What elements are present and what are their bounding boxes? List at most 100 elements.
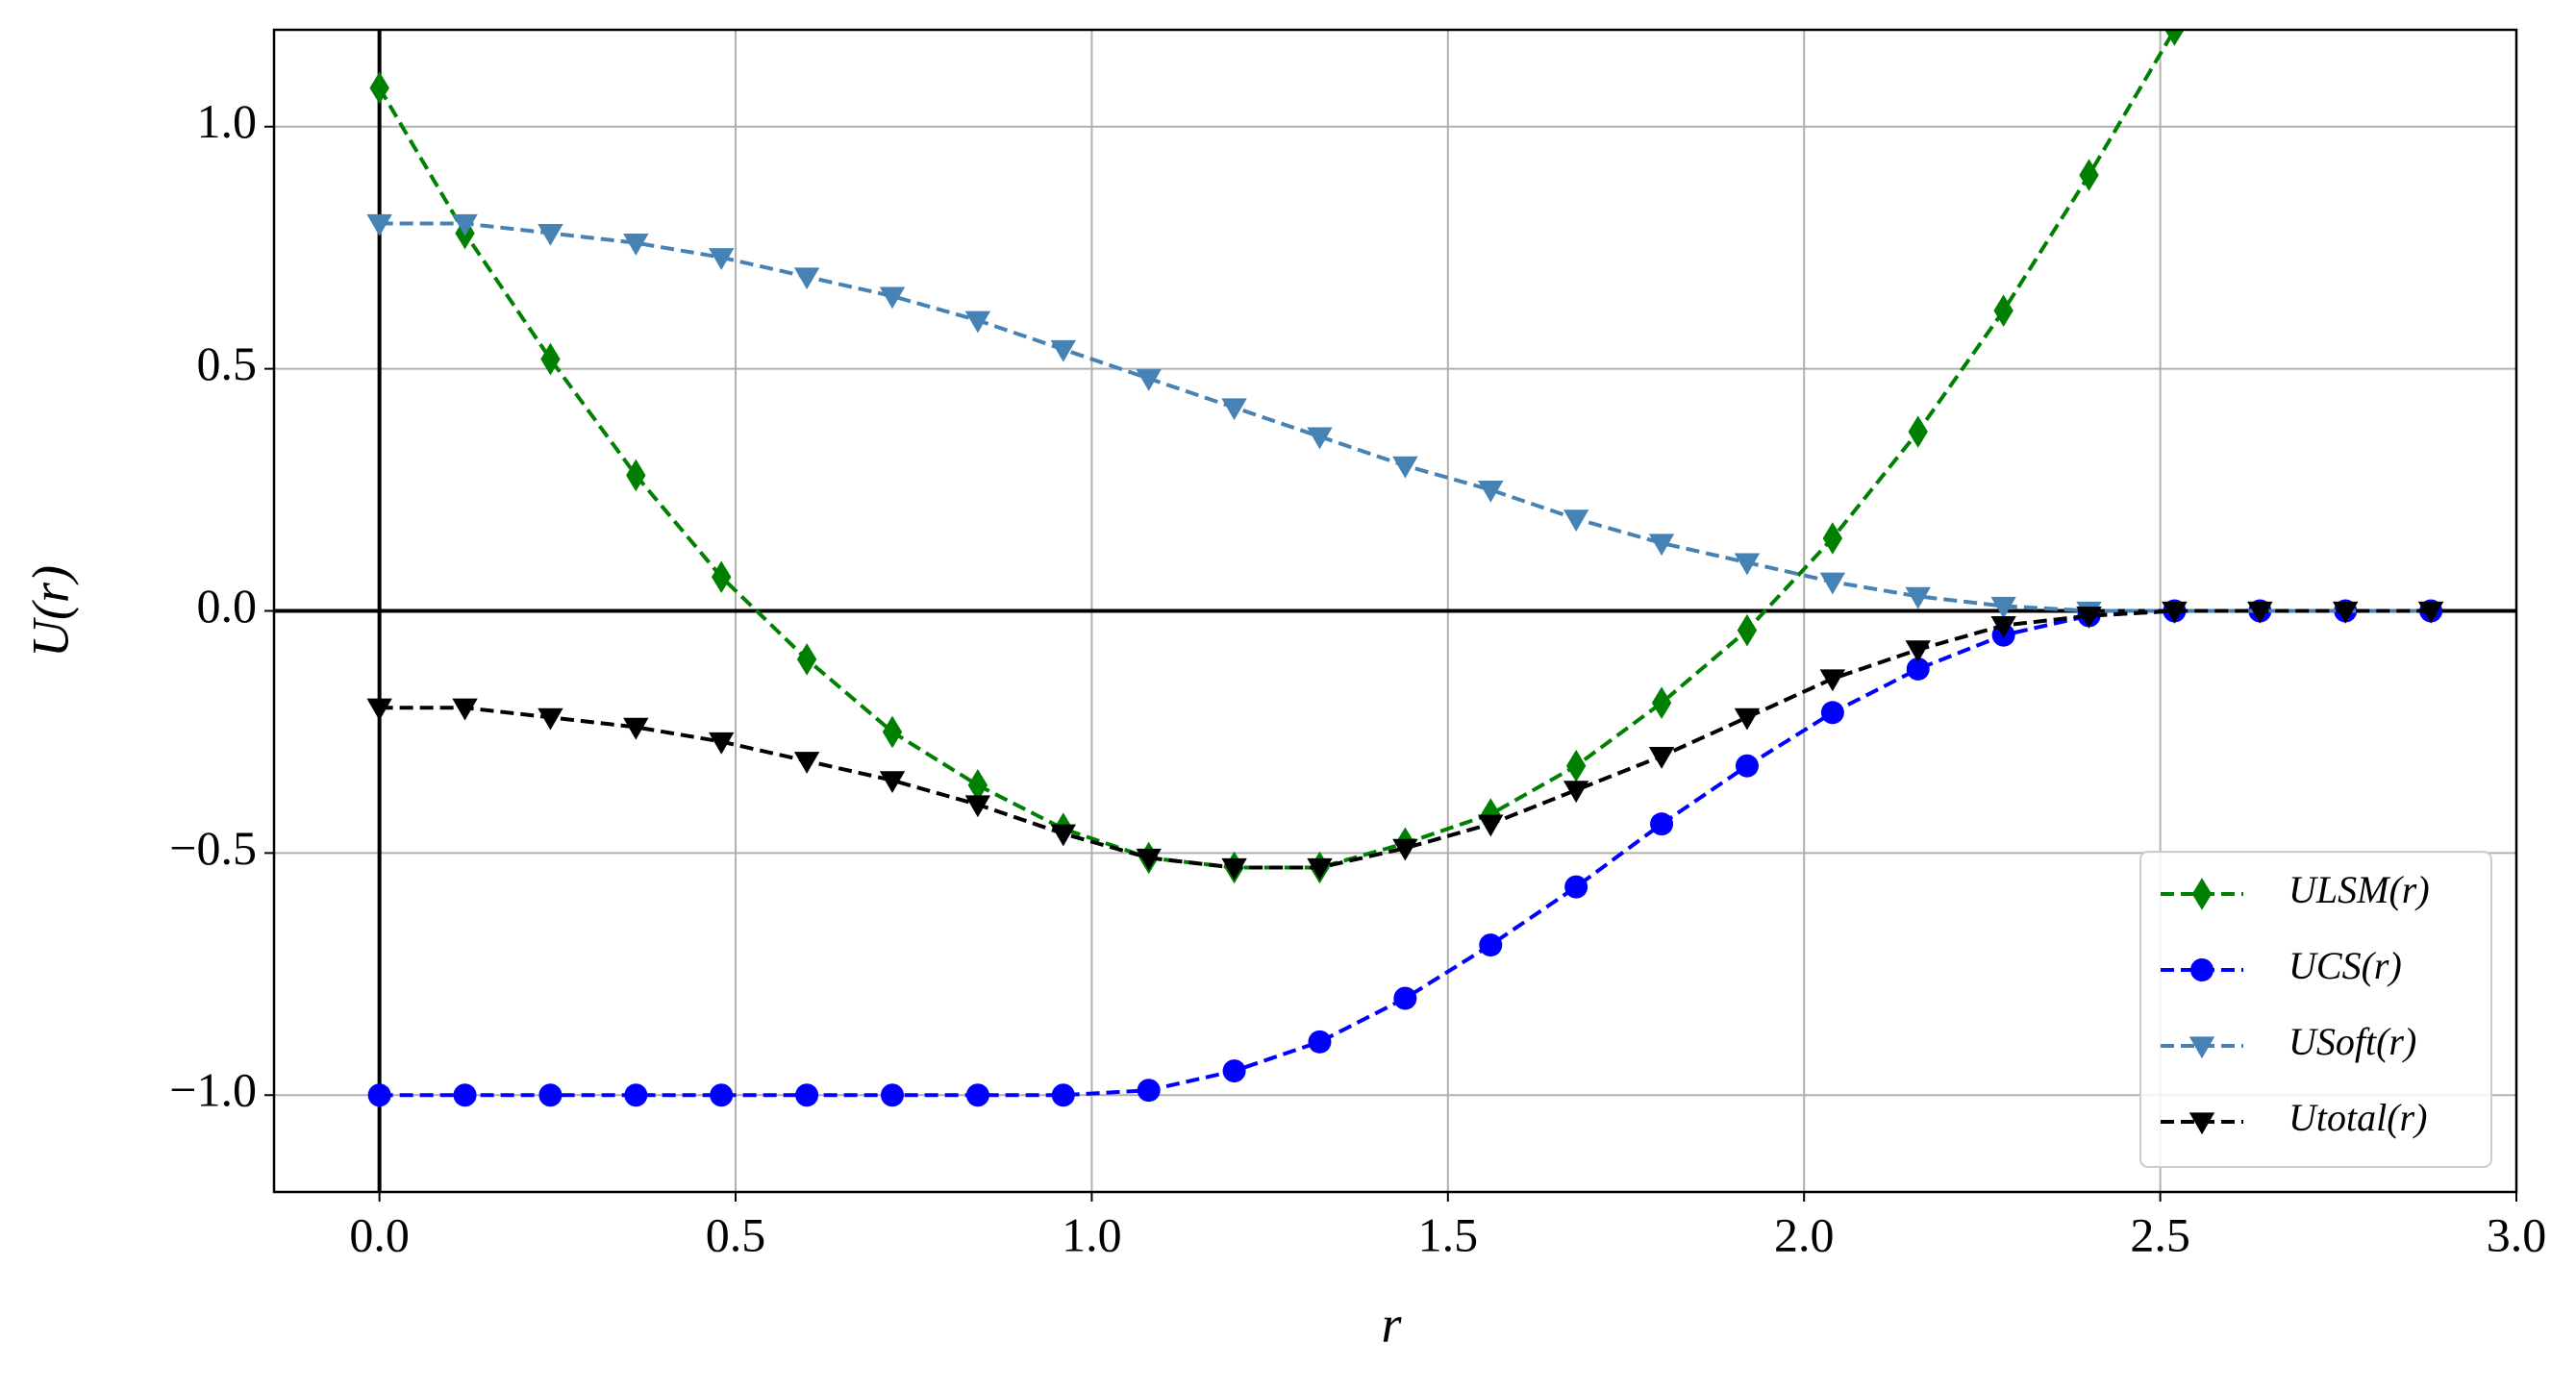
marker [2191,878,2213,910]
marker [1050,824,1076,847]
x-tick-label: 1.5 [1418,1207,1479,1261]
y-tick-label: 1.0 [197,94,258,148]
marker [796,643,817,676]
marker [1478,814,1504,837]
marker [1137,1079,1161,1103]
marker [538,1083,563,1107]
x-tick-label: 2.0 [1774,1207,1835,1261]
marker [793,267,820,290]
marker [2079,159,2099,191]
marker [795,1083,819,1107]
marker [1563,781,1589,804]
marker [1393,986,1417,1010]
marker [1822,522,1843,555]
x-axis-label: r [1381,1295,1402,1353]
marker [2333,601,2359,624]
marker [1908,415,1928,448]
marker [1648,534,1675,557]
marker [1307,857,1333,881]
marker [1222,1059,1246,1083]
marker [882,715,903,749]
marker [1221,857,1247,881]
marker [2417,601,2444,624]
marker [367,1083,391,1107]
y-tick-label: 0.0 [197,579,258,633]
marker [452,213,478,236]
marker [2188,1112,2215,1135]
marker [1651,686,1672,720]
marker [369,71,389,105]
y-axis-label: U(r) [21,565,79,658]
plot-area [366,30,2444,1107]
legend-label: ULSM(r) [2288,868,2430,911]
marker [1905,640,1931,662]
legend-label: USoft(r) [2288,1020,2416,1063]
marker [623,234,649,256]
marker [1650,812,1674,836]
marker [538,707,563,731]
marker [1737,613,1758,647]
marker [366,213,392,236]
marker [453,1083,477,1107]
marker [2076,606,2102,629]
marker [1993,294,2013,327]
legend-label: UCS(r) [2288,944,2402,987]
x-tick-label: 3.0 [2487,1207,2547,1261]
marker [879,286,906,310]
marker [1734,707,1761,731]
marker [1308,1030,1332,1054]
marker [1051,1083,1075,1107]
marker [2247,601,2273,624]
marker [1648,747,1675,769]
marker [2164,30,2185,46]
marker [793,752,820,774]
marker [1050,339,1076,362]
y-tick-label: −1.0 [169,1063,257,1117]
marker [881,1083,905,1107]
marker [1563,509,1589,532]
marker [1820,701,1844,725]
marker [1819,669,1846,692]
marker [1221,398,1247,421]
marker [1478,480,1504,503]
x-tick-label: 0.0 [349,1207,410,1261]
series-line [377,30,2177,870]
marker [709,248,735,270]
marker [2188,1036,2215,1059]
marker [624,1083,648,1107]
x-tick-label: 2.5 [2130,1207,2190,1261]
x-tick-label: 1.0 [1062,1207,1122,1261]
marker [1136,848,1162,871]
marker [1906,657,1930,681]
marker [2190,958,2213,981]
legend-box [2139,851,2492,1168]
marker [1990,616,2016,638]
marker [709,732,735,755]
marker [965,1083,989,1107]
marker [626,459,646,492]
series-line [379,221,2432,613]
marker [1479,933,1503,957]
marker [710,1083,734,1107]
y-tick-label: 0.5 [197,336,258,390]
plot-frame [272,28,2518,1194]
marker [712,560,732,594]
marker [1307,427,1333,450]
y-tick-label: −0.5 [169,821,257,875]
marker [2162,601,2188,624]
marker [964,795,991,818]
marker [1564,875,1588,899]
marker [1905,586,1931,609]
marker [1392,838,1418,861]
marker [879,771,906,794]
marker [366,698,392,721]
marker [1819,572,1846,595]
marker [1136,369,1162,391]
legend-label: Utotal(r) [2288,1096,2427,1139]
marker [452,698,478,721]
marker [1735,754,1759,778]
marker [964,310,991,334]
x-tick-label: 0.5 [706,1207,766,1261]
marker [538,223,563,246]
